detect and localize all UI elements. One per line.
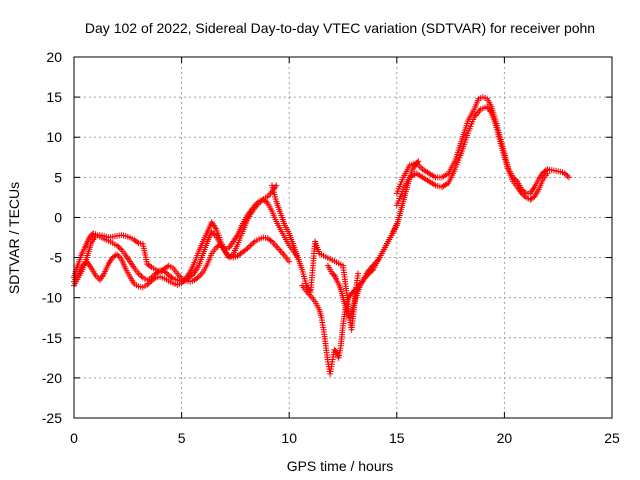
data-points <box>71 94 572 377</box>
data-point <box>267 237 274 244</box>
data-point <box>520 191 527 198</box>
x-tick-label: 15 <box>389 430 405 446</box>
data-point <box>247 242 254 249</box>
data-point <box>135 270 142 277</box>
data-point <box>147 263 154 270</box>
x-tick-label: 10 <box>281 430 297 446</box>
data-point <box>136 271 143 278</box>
data-point <box>144 281 151 288</box>
x-tick-label: 5 <box>178 430 186 446</box>
y-tick-label: 5 <box>54 169 62 185</box>
data-point <box>114 242 121 249</box>
data-point <box>258 197 265 204</box>
y-tick-label: 20 <box>46 49 62 65</box>
data-point <box>512 177 519 184</box>
y-tick-label: -20 <box>42 370 62 386</box>
data-point <box>248 241 255 248</box>
y-tick-label: -15 <box>42 330 62 346</box>
data-point <box>116 245 123 252</box>
y-tick-label: -10 <box>42 290 62 306</box>
series-2 <box>71 182 280 291</box>
chart-title: Day 102 of 2022, Sidereal Day-to-day VTE… <box>85 20 595 36</box>
data-point <box>244 245 251 252</box>
x-tick-label: 25 <box>604 430 620 446</box>
y-tick-label: 0 <box>54 209 62 225</box>
x-tick-label: 0 <box>70 430 78 446</box>
data-point <box>256 200 263 207</box>
y-tick-label: -25 <box>42 410 62 426</box>
data-point <box>168 274 175 281</box>
y-tick-label: -5 <box>50 250 63 266</box>
data-point <box>565 174 572 181</box>
data-point <box>145 280 152 287</box>
y-tick-label: 15 <box>46 89 62 105</box>
data-point <box>521 193 528 200</box>
axis-ticks: -25 -20 -15 -10 -5 0 5 10 15 20 0 5 10 15 20 25 <box>42 49 620 446</box>
data-point <box>564 172 571 179</box>
data-point <box>214 243 221 250</box>
data-point <box>213 244 220 251</box>
series-7 <box>268 182 362 333</box>
data-point <box>151 275 158 282</box>
data-point <box>246 243 253 250</box>
data-point <box>211 231 218 238</box>
data-point <box>81 261 88 268</box>
series-1 <box>71 232 293 289</box>
data-point <box>530 194 537 201</box>
data-point <box>563 171 570 178</box>
data-point <box>112 252 119 259</box>
data-point <box>355 270 362 277</box>
data-point <box>194 274 201 281</box>
data-point <box>544 170 551 177</box>
data-point <box>257 198 264 205</box>
plot-frame <box>73 56 613 419</box>
data-point <box>393 220 400 227</box>
data-point <box>134 239 141 246</box>
data-point <box>243 246 250 253</box>
data-point <box>138 273 145 280</box>
data-point <box>561 170 568 177</box>
y-axis-label: SDTVAR / TECUs <box>6 182 22 294</box>
x-tick-label: 20 <box>497 430 513 446</box>
data-point <box>518 190 525 197</box>
y-tick-label: 10 <box>46 129 62 145</box>
data-point <box>115 243 122 250</box>
series-6 <box>393 103 551 209</box>
data-point <box>79 262 86 269</box>
data-point <box>263 198 270 205</box>
data-point <box>250 239 257 246</box>
x-axis-label: GPS time / hours <box>287 458 394 474</box>
data-point <box>286 258 293 265</box>
